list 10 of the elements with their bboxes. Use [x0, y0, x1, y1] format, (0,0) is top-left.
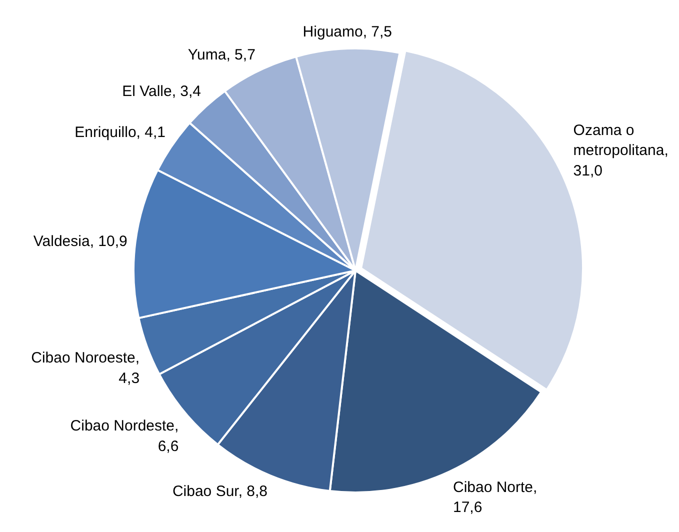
slice-label: Cibao Noroeste, 4,3 [31, 350, 140, 388]
slice-label: Higuamo, 7,5 [302, 24, 392, 41]
slice-label: Valdesia, 10,9 [33, 232, 128, 250]
slice-label: El Valle, 3,4 [122, 83, 202, 100]
slice-label: Yuma, 5,7 [188, 46, 256, 64]
slice-label: Cibao Norte, 17,6 [452, 478, 538, 516]
slice-label: Enriquillo, 4,1 [74, 124, 166, 141]
slice-label: Ozama o metropolitana, 31,0 [573, 122, 668, 180]
slice-label: Cibao Nordeste, 6,6 [70, 418, 179, 456]
slice-label: Cibao Sur, 8,8 [172, 483, 268, 500]
